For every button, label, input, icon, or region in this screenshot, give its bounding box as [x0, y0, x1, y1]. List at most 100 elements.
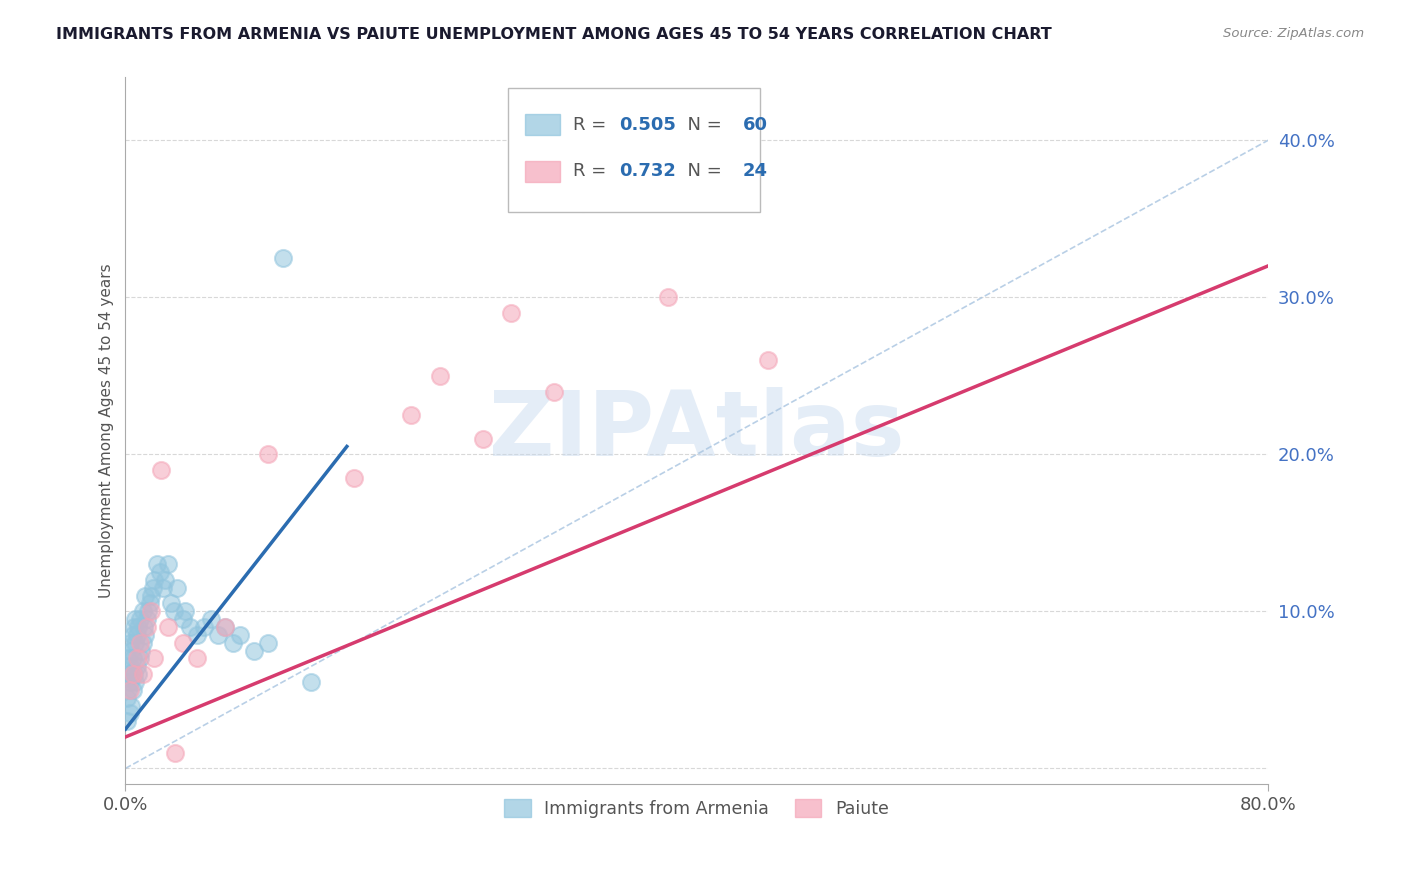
Point	[128, 651, 150, 665]
Point	[186, 651, 208, 665]
Point	[135, 612, 157, 626]
Point	[121, 651, 143, 665]
Point	[121, 667, 143, 681]
Point	[136, 604, 159, 618]
Point	[756, 353, 779, 368]
Point	[132, 620, 155, 634]
Text: N =: N =	[676, 162, 728, 180]
Point	[135, 620, 157, 634]
Point	[207, 628, 229, 642]
Point	[121, 682, 143, 697]
Point	[115, 690, 138, 705]
Text: R =: R =	[574, 162, 613, 180]
Point	[125, 659, 148, 673]
Point	[131, 667, 153, 681]
Point	[141, 604, 163, 618]
Point	[155, 573, 177, 587]
Point	[128, 612, 150, 626]
Point	[124, 675, 146, 690]
Point	[163, 604, 186, 618]
Point	[214, 620, 236, 634]
Point	[150, 463, 173, 477]
Point	[429, 368, 451, 383]
Point	[128, 636, 150, 650]
Point	[179, 620, 201, 634]
Point	[139, 597, 162, 611]
Y-axis label: Unemployment Among Ages 45 to 54 years: Unemployment Among Ages 45 to 54 years	[100, 263, 114, 598]
Point	[127, 620, 149, 634]
Text: Source: ZipAtlas.com: Source: ZipAtlas.com	[1223, 27, 1364, 40]
FancyBboxPatch shape	[509, 88, 759, 211]
Point	[122, 620, 145, 634]
Point	[221, 636, 243, 650]
Point	[501, 306, 523, 320]
Point	[117, 667, 139, 681]
Point	[118, 659, 141, 673]
Point	[166, 581, 188, 595]
Point	[124, 636, 146, 650]
Point	[134, 628, 156, 642]
Point	[125, 651, 148, 665]
Point	[125, 628, 148, 642]
Text: ZIPAtlas: ZIPAtlas	[489, 387, 904, 475]
Point	[118, 675, 141, 690]
Point	[229, 628, 252, 642]
Point	[257, 636, 280, 650]
Point	[115, 714, 138, 729]
FancyBboxPatch shape	[526, 114, 560, 136]
Legend: Immigrants from Armenia, Paiute: Immigrants from Armenia, Paiute	[498, 792, 896, 825]
Point	[657, 290, 679, 304]
Point	[214, 620, 236, 634]
Point	[124, 612, 146, 626]
Point	[143, 573, 166, 587]
Point	[543, 384, 565, 399]
Point	[129, 643, 152, 657]
Text: R =: R =	[574, 116, 613, 134]
Point	[118, 706, 141, 721]
Point	[172, 636, 194, 650]
Point	[131, 604, 153, 618]
Point	[120, 643, 142, 657]
Point	[118, 682, 141, 697]
Point	[143, 651, 166, 665]
Point	[152, 581, 174, 595]
Point	[141, 589, 163, 603]
Text: N =: N =	[676, 116, 728, 134]
Point	[193, 620, 215, 634]
Point	[146, 558, 169, 572]
Point	[299, 675, 322, 690]
FancyBboxPatch shape	[526, 161, 560, 182]
Text: 0.505: 0.505	[619, 116, 676, 134]
Point	[200, 612, 222, 626]
Point	[174, 604, 197, 618]
Point	[121, 628, 143, 642]
Point	[186, 628, 208, 642]
Point	[165, 746, 187, 760]
Point	[343, 471, 366, 485]
Point	[117, 651, 139, 665]
Point	[120, 667, 142, 681]
Point	[243, 643, 266, 657]
Point	[142, 581, 165, 595]
Point	[399, 408, 422, 422]
Point	[117, 682, 139, 697]
Text: IMMIGRANTS FROM ARMENIA VS PAIUTE UNEMPLOYMENT AMONG AGES 45 TO 54 YEARS CORRELA: IMMIGRANTS FROM ARMENIA VS PAIUTE UNEMPL…	[56, 27, 1052, 42]
Point	[127, 667, 149, 681]
Text: 24: 24	[742, 162, 768, 180]
Point	[131, 636, 153, 650]
Point	[160, 597, 183, 611]
Text: 60: 60	[742, 116, 768, 134]
Point	[134, 589, 156, 603]
Point	[157, 620, 180, 634]
Point	[149, 565, 172, 579]
Point	[257, 447, 280, 461]
Text: 0.732: 0.732	[619, 162, 676, 180]
Point	[157, 558, 180, 572]
Point	[471, 432, 494, 446]
Point	[120, 698, 142, 713]
Point	[172, 612, 194, 626]
Point	[118, 636, 141, 650]
Point	[122, 667, 145, 681]
Point	[571, 196, 593, 211]
Point	[271, 251, 294, 265]
